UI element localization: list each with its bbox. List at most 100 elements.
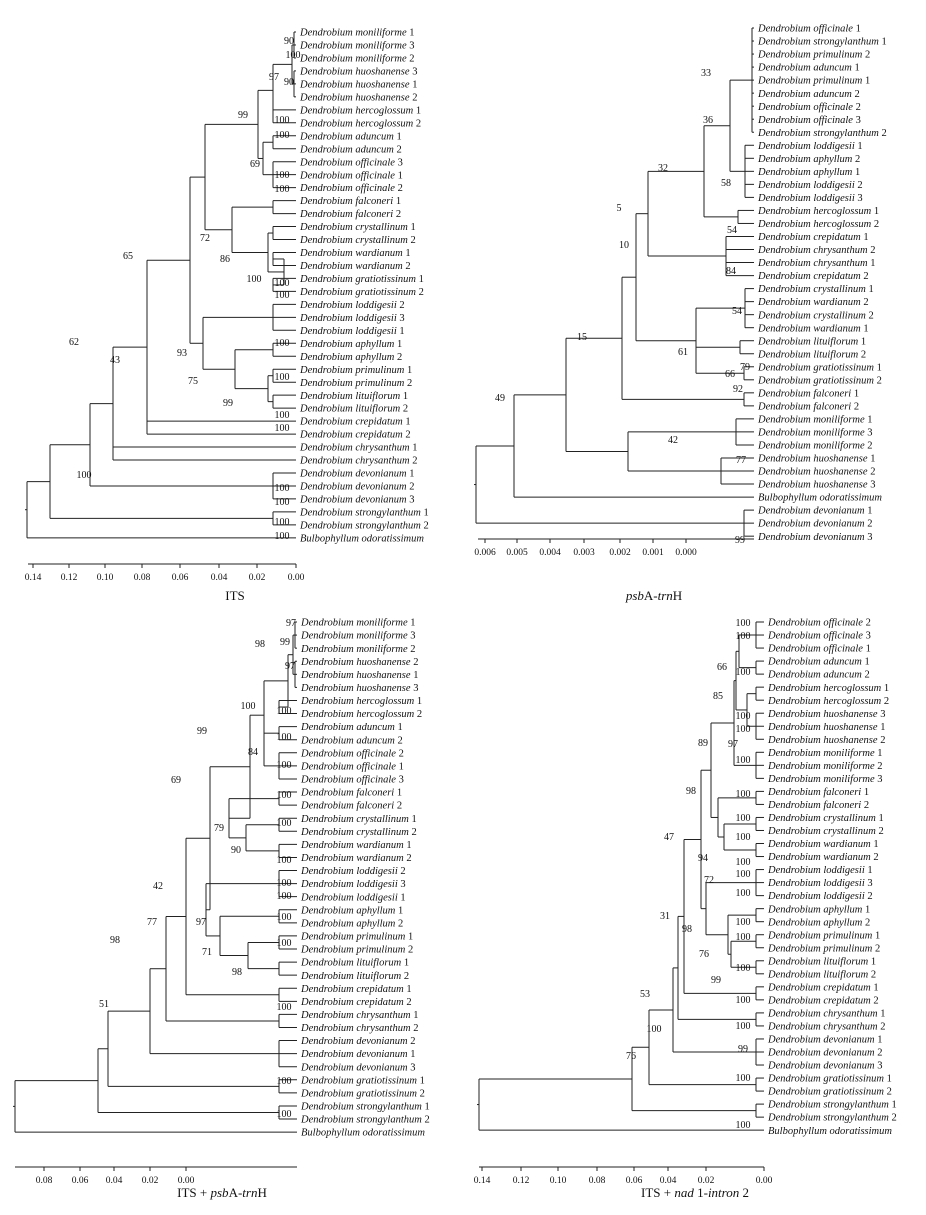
specimen-number: 3 <box>875 774 883 785</box>
axis-tick-label: 0.004 <box>539 548 561 558</box>
specimen-number: 1 <box>404 365 412 376</box>
species-name: Dendrobium officinale <box>299 157 395 168</box>
leaf-label-chrysanthum: Dendrobium chrysanthum 1 <box>757 258 875 269</box>
axis-tick-label: 0.12 <box>513 1176 530 1186</box>
species-name: Dendrobium officinale <box>299 170 395 181</box>
species-name: Dendrobium wardianum <box>299 261 403 272</box>
species-name: Dendrobium moniliforme <box>299 28 407 39</box>
species-name: Dendrobium primulinum <box>299 378 405 389</box>
specimen-number: 1 <box>398 892 406 903</box>
specimen-number: 2 <box>852 154 860 165</box>
specimen-number: 2 <box>395 735 403 746</box>
species-name: Dendrobium chrysanthum <box>757 245 868 256</box>
bootstrap-value: 77 <box>736 455 746 466</box>
bootstrap-value: 100 <box>736 724 751 735</box>
species-name: Dendrobium crystallinum <box>767 826 876 837</box>
bootstrap-value: 32 <box>658 163 668 174</box>
species-name: Dendrobium chrysanthum <box>300 1023 411 1034</box>
tree-branches <box>25 31 296 539</box>
bootstrap-value: 36 <box>703 115 713 126</box>
bootstrap-value: 58 <box>721 178 731 189</box>
specimen-number: 1 <box>862 657 870 668</box>
species-name: Dendrobium huoshanense <box>767 722 878 733</box>
bootstrap-value: 98 <box>255 639 265 650</box>
bootstrap-value: 100 <box>77 470 92 481</box>
specimen-number: 2 <box>408 235 416 246</box>
species-name: Dendrobium aduncum <box>767 657 862 668</box>
bootstrap-value: 100 <box>736 963 751 974</box>
specimen-number: 2 <box>858 349 866 360</box>
leaf-label-officinale: Dendrobium officinale 2 <box>757 102 861 113</box>
specimen-number: 1 <box>422 1102 430 1113</box>
leaf-label-primulinum: Dendrobium primulinum 2 <box>767 943 880 954</box>
species-name: Dendrobium strongylanthum <box>300 1102 422 1113</box>
specimen-number: 1 <box>871 206 879 217</box>
species-name: Dendrobium crepidatum <box>300 984 404 995</box>
specimen-number: 2 <box>403 430 411 441</box>
leaf-label-falconeri: Dendrobium falconeri 2 <box>300 801 402 812</box>
species-name: Dendrobium hercoglossum <box>300 709 415 720</box>
axis-tick-label: 0.08 <box>589 1176 606 1186</box>
species-name: Dendrobium aphyllum <box>767 904 863 915</box>
bootstrap-value: 100 <box>275 170 290 181</box>
species-name: Dendrobium aduncum <box>300 722 395 733</box>
bootstrap-value: 94 <box>698 853 708 864</box>
axis-tick-label: 0.06 <box>172 573 189 583</box>
specimen-number: 2 <box>393 209 401 220</box>
leaf-label-falconeri: Dendrobium falconeri 2 <box>757 401 859 412</box>
specimen-number: 2 <box>874 375 882 386</box>
leaf-label-lituiflorum: Dendrobium lituiflorum 2 <box>300 971 409 982</box>
specimen-number: 1 <box>868 258 876 269</box>
leaf-label-aphyllum: Dendrobium aphyllum 2 <box>757 154 860 165</box>
leaf-label-huoshanense: Dendrobium huoshanense 2 <box>300 657 418 668</box>
species-name: Dendrobium strongylanthum <box>299 507 421 518</box>
species-name: Dendrobium falconeri <box>757 388 851 399</box>
specimen-number: 1 <box>400 391 408 402</box>
specimen-number: 1 <box>416 274 424 285</box>
tree-branches <box>13 621 297 1133</box>
leaf-label-odoratissimum: Bulbophyllum odoratissimum <box>768 1126 892 1137</box>
bootstrap-value: 99 <box>223 398 233 409</box>
specimen-number: 1 <box>410 443 418 454</box>
specimen-number: 1 <box>394 131 402 142</box>
axis-tick-label: 0.001 <box>642 548 664 558</box>
leaf-label-falconeri: Dendrobium falconeri 2 <box>299 209 401 220</box>
species-name: Dendrobium huoshanense <box>300 670 411 681</box>
species-name: Dendrobium primulinum <box>767 930 873 941</box>
bootstrap-value: 100 <box>277 1076 292 1087</box>
specimen-number: 1 <box>858 336 866 347</box>
bootstrap-value: 100 <box>275 423 290 434</box>
specimen-number: 1 <box>865 415 873 426</box>
bootstrap-value: 97 <box>269 72 279 83</box>
specimen-number: 1 <box>395 905 403 916</box>
leaf-label-huoshanense: Dendrobium huoshanense 2 <box>299 92 417 103</box>
species-name: Dendrobium lituiflorum <box>767 956 869 967</box>
species-name: Dendrobium devonianum <box>299 469 407 480</box>
species-name: Dendrobium falconeri <box>300 788 394 799</box>
axis-tick-label: 0.08 <box>36 1176 53 1186</box>
specimen-number: 1 <box>393 196 401 207</box>
leaf-label-wardianum: Dendrobium wardianum 2 <box>767 852 879 863</box>
specimen-number: 2 <box>871 852 879 863</box>
leaf-label-wardianum: Dendrobium wardianum 2 <box>300 853 412 864</box>
leaf-label-loddigesii: Dendrobium loddigesii 3 <box>757 193 863 204</box>
leaf-label-officinale: Dendrobium officinale 2 <box>300 748 404 759</box>
leaf-label-falconeri: Dendrobium falconeri 1 <box>300 788 402 799</box>
bootstrap-value: 100 <box>277 938 292 949</box>
species-name: Dendrobium officinale <box>767 644 863 655</box>
bootstrap-value: 72 <box>200 233 210 244</box>
bootstrap-value: 54 <box>727 225 737 236</box>
specimen-number: 2 <box>409 827 417 838</box>
specimen-number: 3 <box>408 631 416 642</box>
leaf-label-officinale: Dendrobium officinale 1 <box>757 24 861 35</box>
leaf-label-huoshanense: Dendrobium huoshanense 1 <box>757 454 875 465</box>
caption-part: ITS <box>225 588 245 603</box>
specimen-number: 3 <box>411 683 419 694</box>
species-name: Dendrobium gratiotissinum <box>767 1087 884 1098</box>
specimen-number: 1 <box>861 232 869 243</box>
species-name: Dendrobium wardianum <box>757 323 861 334</box>
leaf-label-crepidatum: Dendrobium crepidatum 2 <box>299 430 411 441</box>
